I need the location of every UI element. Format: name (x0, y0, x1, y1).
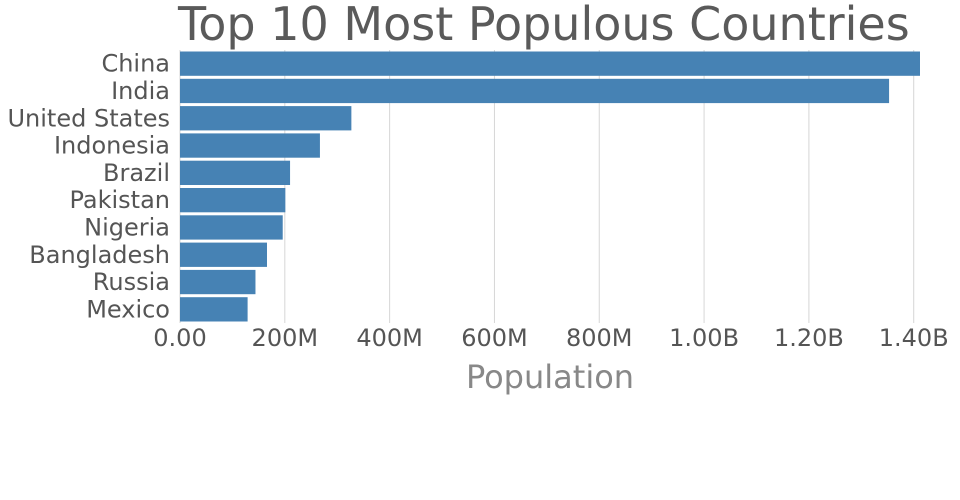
bar (180, 297, 248, 322)
bar (180, 133, 320, 158)
y-tick-label: Pakistan (70, 186, 171, 214)
y-tick-label: Indonesia (54, 132, 170, 160)
bars (180, 51, 920, 322)
bar (180, 160, 291, 185)
bar (180, 215, 283, 240)
y-tick-label: Brazil (103, 159, 170, 187)
bar (180, 242, 267, 267)
x-axis-tick-labels: 0.00 200M 400M 600M 800M 1.00B 1.20B 1.40B (153, 324, 948, 352)
x-axis-label: Population (466, 358, 634, 396)
x-tick-label: 600M (461, 324, 528, 352)
x-tick-label: 0.00 (153, 324, 206, 352)
x-tick-label: 800M (566, 324, 633, 352)
y-tick-label: United States (7, 104, 170, 132)
bar (180, 188, 286, 213)
y-tick-label: Bangladesh (29, 241, 170, 269)
bar (180, 106, 352, 131)
y-tick-label: Russia (93, 268, 170, 296)
y-tick-label: Nigeria (84, 213, 170, 241)
x-tick-label: 400M (356, 324, 423, 352)
x-tick-label: 1.40B (879, 324, 949, 352)
y-tick-label: China (101, 50, 170, 78)
x-tick-label: 1.20B (774, 324, 844, 352)
bar (180, 78, 890, 104)
chart-title: Top 10 Most Populous Countries (177, 0, 910, 51)
x-tick-label: 200M (252, 324, 319, 352)
x-tick-label: 1.00B (669, 324, 739, 352)
y-tick-label: India (111, 77, 170, 105)
y-tick-label: Mexico (86, 295, 170, 323)
bar (180, 51, 920, 76)
bar (180, 269, 256, 295)
